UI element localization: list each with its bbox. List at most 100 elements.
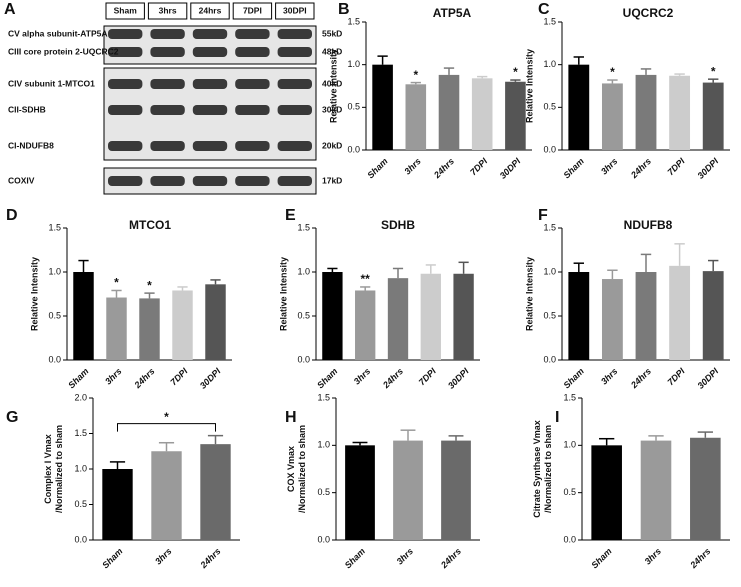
blot-band: [277, 79, 312, 89]
bar: [591, 445, 622, 540]
bar: [102, 469, 133, 540]
x-tick-label: 3hrs: [599, 156, 620, 177]
x-tick-label: 3hrs: [153, 546, 174, 567]
bar: [322, 272, 343, 360]
bar: [372, 64, 393, 150]
significance-mark: *: [114, 276, 119, 290]
panel-label: I: [555, 409, 559, 426]
x-tick-label: 3hrs: [643, 546, 664, 567]
y-axis-title: Relative Intensity: [29, 257, 39, 331]
band-size: 40kD: [322, 78, 342, 88]
blot-band: [277, 141, 312, 151]
lane-box: [147, 2, 188, 20]
y-tick-label: 1.5: [347, 16, 360, 26]
bar: [139, 298, 160, 360]
bar: [669, 75, 691, 150]
bar: [441, 440, 471, 540]
x-tick-label: 7DPI: [417, 366, 439, 388]
blot-band: [277, 176, 312, 186]
y-tick-label: 1.0: [317, 440, 330, 450]
x-tick-label: 3hrs: [352, 366, 373, 387]
x-tick-label: 7DPI: [168, 366, 190, 388]
y-tick-label: 0.0: [543, 144, 556, 154]
significance-mark: *: [513, 65, 518, 79]
bar: [601, 279, 623, 360]
bar: [568, 272, 590, 360]
x-tick-label: Sham: [343, 546, 367, 570]
y-tick-label: 1.0: [74, 463, 87, 473]
blot-band: [108, 29, 143, 39]
significance-mark: *: [147, 278, 152, 292]
bar: [106, 297, 127, 360]
band-size: 20kD: [322, 140, 342, 150]
bar: [471, 78, 493, 150]
blot-band: [108, 79, 143, 89]
y-tick-label: 1.0: [543, 59, 556, 69]
panel-label: H: [285, 409, 297, 426]
y-tick-label: 1.5: [74, 428, 87, 438]
x-tick-label: Sham: [561, 366, 585, 390]
band-name: CIV subunit 1-MTCO1: [8, 78, 95, 88]
blot-band: [235, 141, 270, 151]
blot-band: [277, 47, 312, 57]
y-tick-label: 1.0: [563, 440, 576, 450]
bar: [172, 290, 193, 360]
y-axis-title: Relative Intensity: [278, 257, 288, 331]
blot-band: [235, 176, 270, 186]
y-tick-label: 0.5: [563, 487, 576, 497]
significance-mark: *: [610, 65, 615, 79]
y-tick-label: 0.0: [74, 534, 87, 544]
lane-label: 30DPI: [283, 5, 307, 15]
bar: [420, 273, 441, 360]
x-tick-label: 24hrs: [628, 366, 653, 391]
blot-band: [235, 105, 270, 115]
bar: [73, 272, 94, 360]
chart-title: UQCRC2: [623, 6, 674, 20]
blot-band: [192, 105, 228, 115]
band-size: 17kD: [322, 175, 342, 185]
x-tick-label: 7DPI: [665, 156, 687, 178]
x-tick-label: 24hrs: [688, 546, 713, 571]
y-tick-label: 0.5: [317, 487, 330, 497]
lane-label: 7DPI: [243, 5, 262, 15]
bar: [601, 83, 623, 150]
y-axis-title: Relative Intensity: [524, 257, 534, 331]
bar: [405, 84, 427, 150]
significance-bracket: [117, 423, 216, 432]
y-axis-title: Complex I Vmax: [43, 434, 53, 504]
blot-band: [108, 47, 143, 57]
bar: [635, 272, 657, 360]
lane-label: 3hrs: [159, 5, 177, 15]
lane-box: [105, 2, 145, 20]
x-tick-label: 24hrs: [431, 156, 456, 181]
significance-mark: *: [711, 64, 716, 78]
blot-band: [277, 105, 312, 115]
y-tick-label: 1.5: [563, 392, 576, 402]
blot-band: [150, 29, 185, 39]
y-tick-label: 0.0: [48, 354, 61, 364]
bar: [669, 265, 691, 360]
lane-box: [232, 2, 273, 20]
blot-band: [192, 29, 228, 39]
y-tick-label: 0.5: [74, 499, 87, 509]
y-tick-label: 2.0: [74, 392, 87, 402]
y-tick-label: 0.0: [297, 354, 310, 364]
y-axis-title: Relative Intensity: [524, 49, 534, 123]
blot-band: [192, 79, 228, 89]
blot-band: [150, 105, 185, 115]
blot-band: [192, 47, 228, 57]
lane-label: 24hrs: [199, 5, 222, 15]
bar: [505, 81, 526, 150]
x-tick-label: 24hrs: [380, 366, 405, 391]
blot-band: [150, 47, 185, 57]
y-tick-label: 0.5: [543, 102, 556, 112]
y-axis-title: Citrate Synthase Vmax: [532, 420, 542, 518]
y-tick-label: 0.0: [317, 534, 330, 544]
bar: [387, 278, 409, 360]
y-tick-label: 1.5: [543, 222, 556, 232]
y-tick-label: 0.5: [297, 310, 310, 320]
x-tick-label: 30DPI: [446, 366, 471, 391]
y-tick-label: 1.0: [297, 266, 310, 276]
x-tick-label: Sham: [589, 546, 613, 570]
x-tick-label: 30DPI: [696, 366, 721, 391]
